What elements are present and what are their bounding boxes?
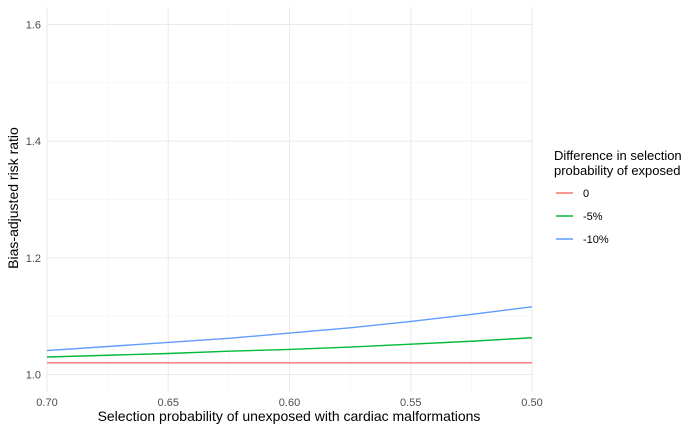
series-line--10% <box>46 306 533 352</box>
legend-items: 0 -5% -10% <box>556 188 609 246</box>
series-line--5% <box>46 337 533 358</box>
legend-label--5%: -5% <box>583 211 603 223</box>
x-tick-label: 0.50 <box>521 397 542 409</box>
x-tick-label: 0.70 <box>36 397 57 409</box>
y-tick-label: 1.4 <box>26 136 41 148</box>
x-tick-label: 0.65 <box>158 397 179 409</box>
series-lines <box>46 306 533 364</box>
x-axis-tick-labels: 0.70 0.65 0.60 0.55 0.50 <box>36 397 542 409</box>
legend-title-line-1: Difference in selection <box>554 148 682 163</box>
legend-label-0: 0 <box>583 188 589 200</box>
legend-label--10%: -10% <box>583 234 609 246</box>
y-tick-label: 1.0 <box>26 370 41 382</box>
x-axis-title: Selection probability of unexposed with … <box>98 408 481 424</box>
y-axis-title: Bias-adjusted risk ratio <box>5 127 21 269</box>
legend-title-line-2: probability of exposed <box>554 163 680 178</box>
legend: Difference in selection probability of e… <box>554 148 682 246</box>
y-axis-tick-labels: 1.0 1.2 1.4 1.6 <box>26 20 41 382</box>
y-tick-label: 1.2 <box>26 253 41 265</box>
major-gridlines <box>46 7 533 392</box>
x-tick-label: 0.55 <box>400 397 421 409</box>
y-tick-label: 1.6 <box>26 20 41 32</box>
x-tick-label: 0.60 <box>279 397 300 409</box>
